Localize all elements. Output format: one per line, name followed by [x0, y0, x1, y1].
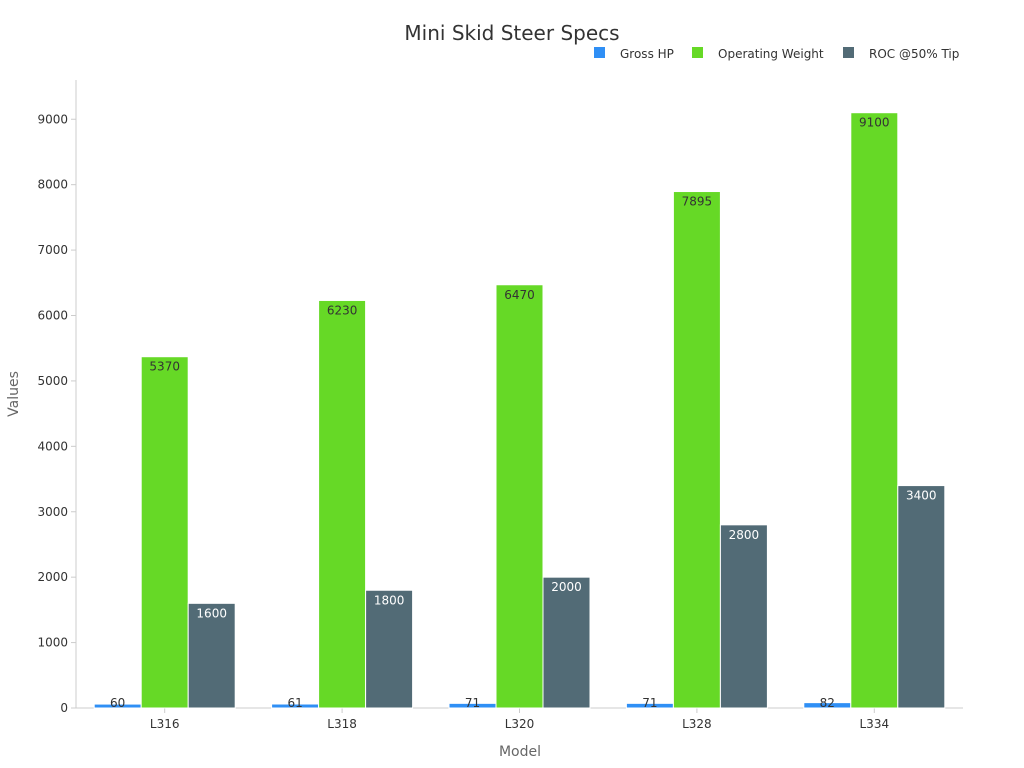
bar [495, 284, 544, 709]
bar [140, 356, 189, 709]
y-axis-ticks: 0 1000 2000 3000 4000 5000 6000 7000 8000 9000 [37, 112, 76, 715]
bar [542, 576, 591, 709]
bar-value-label: 9100 [859, 116, 890, 130]
bar-value-label: 71 [642, 696, 657, 710]
legend-label: Operating Weight [718, 47, 824, 61]
legend-swatch [843, 47, 854, 58]
legend-swatch [692, 47, 703, 58]
y-tick-label: 5000 [37, 374, 68, 388]
bar [187, 602, 236, 709]
bar-labels: 60 5370 1600 61 6230 1800 71 6470 2000 71 7895 2800… [110, 116, 937, 710]
y-axis-title: Values [6, 371, 22, 417]
legend-label: Gross HP [620, 47, 674, 61]
bar-value-label: 7895 [682, 195, 713, 209]
bar [318, 299, 367, 709]
legend-swatch [594, 47, 605, 58]
x-axis-title: Model [499, 744, 541, 760]
bar-value-label: 6230 [327, 303, 358, 317]
y-tick-label: 7000 [37, 243, 68, 257]
x-tick-label: L318 [327, 717, 357, 731]
bar-value-label: 82 [820, 696, 835, 710]
x-tick-label: L320 [505, 717, 535, 731]
y-tick-label: 1000 [37, 636, 68, 650]
bar-value-label: 5370 [149, 360, 180, 374]
x-tick-label: L334 [860, 717, 890, 731]
bar [897, 485, 946, 709]
bar-value-label: 1600 [196, 606, 227, 620]
x-tick-label: L328 [682, 717, 712, 731]
bar-value-label: 6470 [504, 288, 535, 302]
bar [672, 191, 721, 709]
bars [93, 112, 946, 709]
bar [850, 112, 899, 709]
bar-value-label: 2000 [551, 580, 582, 594]
y-tick-label: 3000 [37, 505, 68, 519]
legend: Gross HP Operating Weight ROC @50% Tip [594, 47, 959, 61]
bar-value-label: 71 [465, 696, 480, 710]
bar [365, 589, 414, 709]
y-tick-label: 6000 [37, 309, 68, 323]
bar [719, 524, 768, 709]
x-axis-ticks: L316 L318 L320 L328 L334 [150, 708, 889, 731]
bar-value-label: 61 [287, 696, 302, 710]
bar-value-label: 2800 [729, 528, 760, 542]
bar-value-label: 60 [110, 696, 125, 710]
bar-value-label: 3400 [906, 489, 937, 503]
y-tick-label: 9000 [37, 112, 68, 126]
y-tick-label: 8000 [37, 178, 68, 192]
legend-label: ROC @50% Tip [869, 47, 959, 61]
x-tick-label: L316 [150, 717, 180, 731]
y-tick-label: 4000 [37, 439, 68, 453]
y-tick-label: 2000 [37, 570, 68, 584]
bar-value-label: 1800 [374, 593, 405, 607]
y-tick-label: 0 [60, 701, 68, 715]
chart-title: Mini Skid Steer Specs [404, 21, 619, 45]
